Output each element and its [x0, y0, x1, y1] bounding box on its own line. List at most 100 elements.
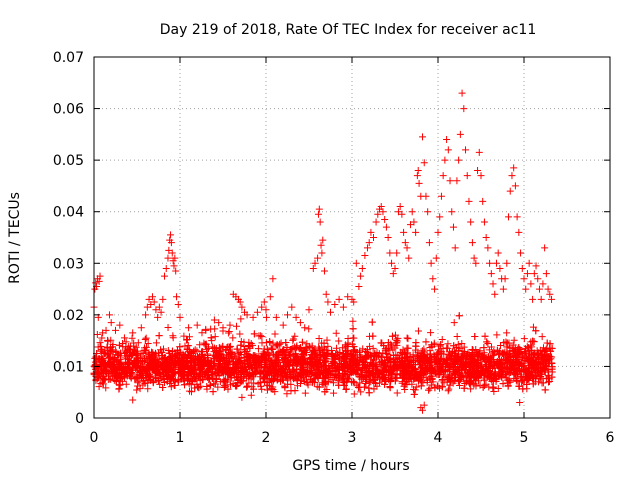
data-point — [115, 341, 123, 349]
data-point — [101, 367, 109, 375]
data-point — [281, 382, 289, 390]
data-point — [354, 383, 362, 391]
data-point — [429, 275, 437, 283]
data-point — [159, 357, 167, 365]
data-point — [120, 334, 128, 342]
data-point — [162, 368, 170, 376]
data-point — [131, 375, 139, 383]
data-point — [353, 355, 361, 363]
data-point — [382, 223, 390, 231]
data-point — [249, 385, 257, 393]
data-point — [525, 357, 533, 365]
data-point — [469, 346, 477, 354]
data-point — [129, 396, 137, 404]
data-point — [448, 208, 456, 216]
y-tick-label: 0.03 — [53, 256, 84, 272]
data-point — [298, 350, 306, 358]
x-tick-label: 1 — [176, 430, 185, 446]
data-point — [522, 285, 530, 293]
data-point — [219, 342, 227, 350]
data-point — [150, 353, 158, 361]
data-point — [324, 298, 332, 306]
data-point — [292, 357, 300, 365]
data-point — [238, 303, 246, 311]
data-point — [361, 364, 369, 372]
data-point — [98, 334, 106, 342]
data-point — [471, 333, 479, 341]
data-point — [349, 325, 357, 333]
data-point — [548, 353, 556, 361]
data-point — [323, 369, 331, 377]
data-point — [417, 363, 425, 371]
data-point — [288, 303, 296, 311]
data-point — [250, 330, 258, 338]
data-point — [202, 357, 210, 365]
data-point — [249, 313, 257, 321]
data-point — [292, 366, 300, 374]
data-point — [324, 378, 332, 386]
data-point — [452, 374, 460, 382]
data-point — [315, 205, 323, 213]
data-point — [381, 359, 389, 367]
data-point — [511, 370, 519, 378]
data-point — [491, 290, 499, 298]
data-point — [472, 374, 480, 382]
data-point — [529, 337, 537, 345]
data-point — [366, 371, 374, 379]
data-point — [307, 354, 315, 362]
data-point — [150, 360, 158, 368]
data-point — [348, 352, 356, 360]
data-point — [410, 218, 418, 226]
data-point — [458, 89, 466, 97]
data-point — [138, 357, 146, 365]
data-point — [355, 282, 363, 290]
data-point — [431, 384, 439, 392]
data-point — [168, 249, 176, 257]
data-point — [419, 406, 427, 414]
data-point — [223, 378, 231, 386]
data-point — [233, 373, 241, 381]
data-point — [278, 367, 286, 375]
data-point — [155, 332, 163, 340]
data-point — [404, 344, 412, 352]
data-point — [308, 342, 316, 350]
data-points — [90, 89, 556, 414]
data-point — [279, 351, 287, 359]
data-point — [250, 358, 258, 366]
data-point — [298, 360, 306, 368]
data-point — [268, 345, 276, 353]
data-point — [166, 379, 174, 387]
data-point — [233, 322, 241, 330]
data-point — [315, 383, 323, 391]
data-point — [226, 343, 234, 351]
data-point — [204, 372, 212, 380]
data-point — [137, 350, 145, 358]
data-point — [259, 375, 267, 383]
data-point — [144, 385, 152, 393]
data-point — [188, 377, 196, 385]
data-point — [402, 365, 410, 373]
data-point — [345, 363, 353, 371]
data-point — [324, 342, 332, 350]
data-point — [479, 383, 487, 391]
data-point — [441, 367, 449, 375]
data-point — [339, 369, 347, 377]
data-point — [389, 346, 397, 354]
data-point — [487, 370, 495, 378]
data-point — [217, 344, 225, 352]
data-point — [486, 259, 494, 267]
data-point — [269, 386, 277, 394]
data-point — [538, 333, 546, 341]
data-point — [115, 360, 123, 368]
data-point — [460, 105, 468, 113]
data-point — [451, 244, 459, 252]
data-point — [183, 346, 191, 354]
data-point — [513, 377, 521, 385]
data-point — [318, 249, 326, 257]
data-point — [515, 382, 523, 390]
data-point — [512, 354, 520, 362]
data-point — [509, 362, 517, 370]
data-point — [260, 351, 268, 359]
data-point — [451, 360, 459, 368]
data-point — [174, 357, 182, 365]
